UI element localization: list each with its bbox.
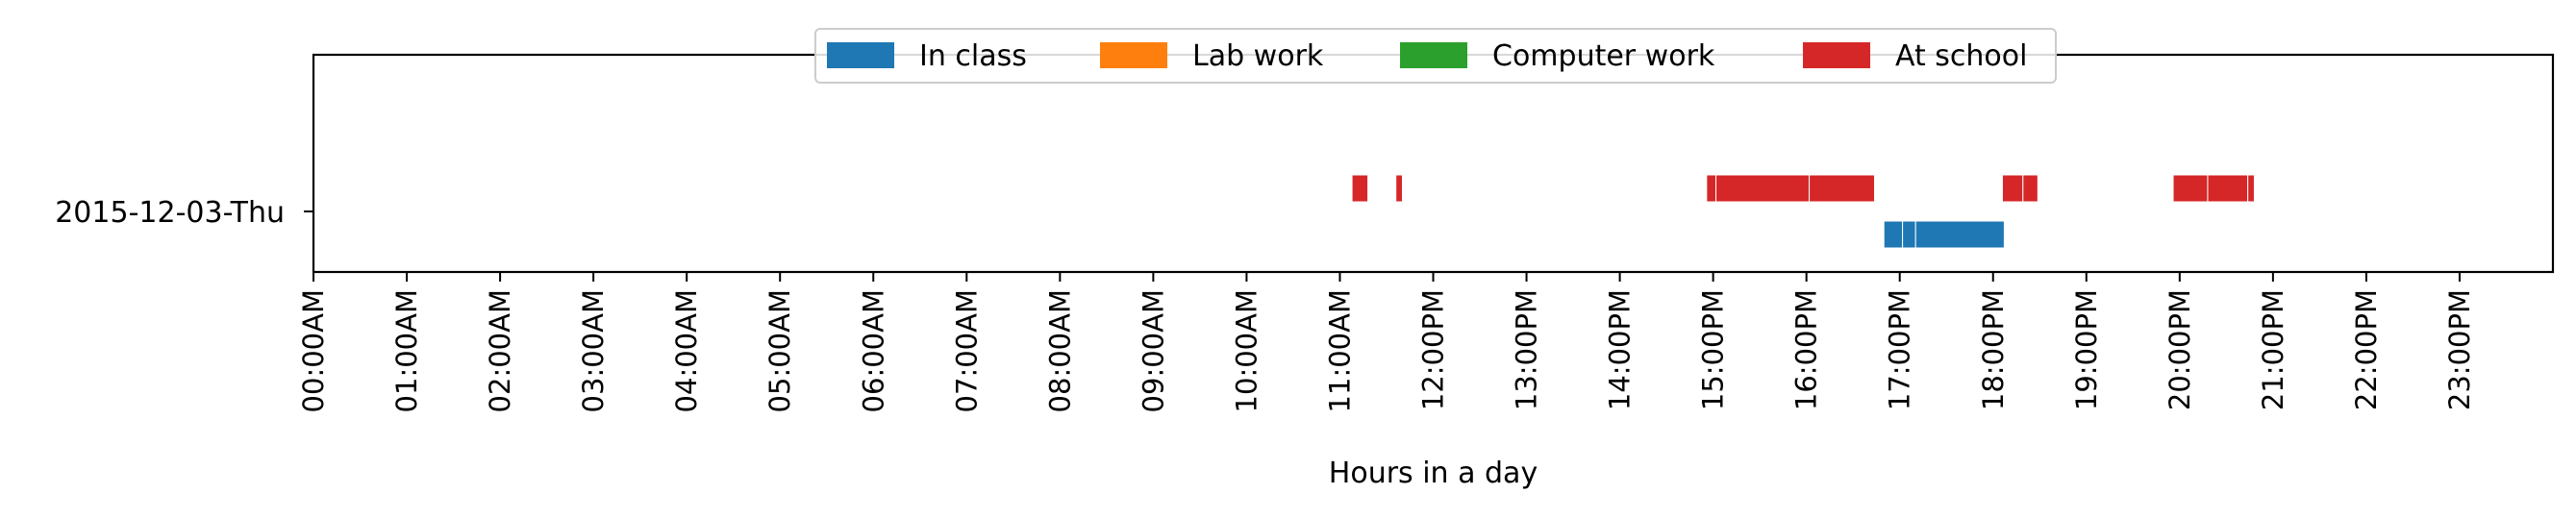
bar-at-school-segment (2001, 174, 2024, 203)
x-tick-label: 07:00AM (950, 289, 983, 412)
x-tick-label: 04:00AM (670, 289, 703, 412)
x-tick-label: 09:00AM (1137, 289, 1169, 412)
x-tick-label: 02:00AM (484, 289, 516, 412)
x-tick-label: 14:00PM (1604, 289, 1637, 410)
x-tick-label: 22:00PM (2350, 289, 2383, 410)
legend-swatch-lab-work (1100, 42, 1167, 68)
x-tick-label: 00:00AM (297, 289, 330, 412)
legend-label-in-class: In class (919, 39, 1027, 73)
bar-at-school-segment (2247, 174, 2255, 203)
x-tick-label: 12:00PM (1417, 289, 1450, 410)
x-tick-label: 10:00AM (1230, 289, 1263, 412)
bar-at-school-segment (1715, 174, 1811, 203)
x-tick-label: 18:00PM (1977, 289, 2010, 410)
x-tick-label: 16:00PM (1790, 289, 1823, 410)
x-tick-label: 23:00PM (2443, 289, 2476, 410)
bar-at-school-segment (2172, 174, 2209, 203)
bars-layer (1351, 174, 2255, 249)
x-tick-label: 01:00AM (390, 289, 423, 412)
x-tick-label: 20:00PM (2163, 289, 2196, 410)
y-tick-label: 2015-12-03-Thu (55, 196, 285, 230)
x-tick-label: 03:00AM (577, 289, 610, 412)
x-tick-label: 05:00AM (763, 289, 796, 412)
bar-at-school-segment (1395, 174, 1403, 203)
bar-at-school-segment (1706, 174, 1717, 203)
x-tick-label: 13:00PM (1511, 289, 1543, 410)
bar-at-school-segment (2022, 174, 2038, 203)
x-axis-label: Hours in a day (1329, 457, 1538, 490)
bar-in-class-segment (1914, 220, 2005, 249)
legend-label-at-school: At school (1895, 39, 2027, 73)
legend-swatch-at-school (1803, 42, 1870, 68)
bar-in-class-segment (1883, 220, 1904, 249)
legend-swatch-computer-work (1400, 42, 1467, 68)
x-tick-label: 08:00AM (1043, 289, 1076, 412)
legend-label-lab-work: Lab work (1192, 39, 1324, 73)
x-tick-label: 17:00PM (1884, 289, 1916, 410)
x-tick-label: 19:00PM (2070, 289, 2103, 410)
bar-at-school-segment (2207, 174, 2249, 203)
bar-at-school-segment (1809, 174, 1876, 203)
x-tick-label: 15:00PM (1697, 289, 1730, 410)
legend-label-computer-work: Computer work (1492, 39, 1715, 73)
legend-swatch-in-class (827, 42, 894, 68)
bar-at-school-segment (1351, 174, 1369, 203)
y-axis: 2015-12-03-Thu (55, 196, 313, 230)
x-tick-label: 11:00AM (1323, 289, 1356, 412)
plot-area (313, 55, 2553, 272)
x-tick-label: 06:00AM (857, 289, 889, 412)
legend: In class Lab work Computer work At school (814, 28, 2057, 84)
bar-in-class-segment (1902, 220, 1916, 249)
x-tick-label: 21:00PM (2257, 289, 2289, 410)
x-axis: 00:00AM 01:00AM 02:00AM 03:00AM 04:00AM 05:00… (297, 272, 2476, 412)
